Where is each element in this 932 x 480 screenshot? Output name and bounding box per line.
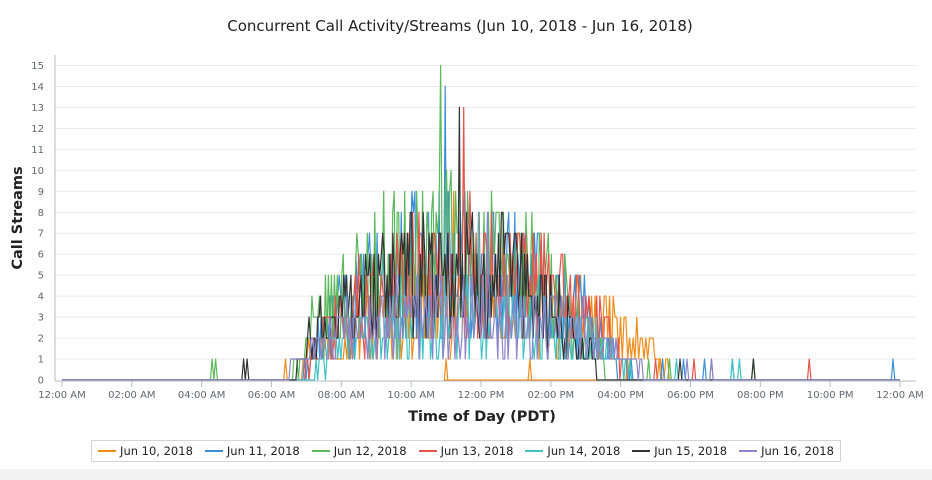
legend-item[interactable]: Jun 11, 2018 — [204, 444, 300, 458]
chart-title: Concurrent Call Activity/Streams (Jun 10… — [227, 17, 692, 35]
legend-label: Jun 16, 2018 — [761, 444, 834, 458]
y-tick-label: 1 — [38, 355, 44, 366]
x-tick-label: 02:00 AM — [108, 390, 155, 401]
y-tick-label: 0 — [38, 376, 44, 387]
x-tick-label: 10:00 PM — [807, 390, 854, 401]
legend-label: Jun 15, 2018 — [654, 444, 728, 458]
y-tick-label: 10 — [31, 166, 44, 177]
legend-item[interactable]: Jun 15, 2018 — [632, 444, 727, 458]
y-tick-label: 6 — [38, 250, 44, 261]
legend-swatch — [739, 450, 758, 452]
y-tick-label: 11 — [31, 145, 44, 156]
x-tick-label: 08:00 AM — [318, 390, 365, 401]
legend-item[interactable]: Jun 16, 2018 — [739, 444, 834, 458]
legend-swatch — [204, 450, 223, 452]
legend-label: Jun 14, 2018 — [547, 444, 621, 458]
series-line — [62, 106, 900, 381]
legend-item[interactable]: Jun 14, 2018 — [525, 444, 620, 458]
legend-item[interactable]: Jun 10, 2018 — [98, 444, 193, 458]
y-tick-label: 14 — [31, 82, 44, 93]
y-tick-label: 9 — [38, 187, 44, 198]
y-tick-label: 7 — [38, 229, 44, 240]
legend-swatch — [311, 450, 330, 452]
y-tick-label: 15 — [31, 61, 44, 72]
x-axis-ticks: 12:00 AM 02:00 AM 04:00 AM 06:00 AM 08:00 AM… — [38, 381, 924, 401]
legend-label: Jun 10, 2018 — [120, 444, 193, 458]
series-line — [62, 211, 900, 381]
legend-box: Jun 10, 2018 Jun 11, 2018 Jun 12, 2018 Jun … — [91, 440, 841, 462]
y-tick-label: 13 — [31, 103, 44, 114]
footer-band — [0, 469, 932, 480]
x-tick-label: 04:00 PM — [597, 390, 644, 401]
x-tick-label: 12:00 AM — [876, 390, 923, 401]
x-tick-label: 10:00 AM — [387, 390, 434, 401]
legend-swatch — [418, 450, 437, 452]
series-lines — [62, 64, 900, 381]
y-axis-title: Call Streams — [10, 166, 26, 269]
legend-swatch — [525, 450, 544, 452]
x-tick-label: 06:00 AM — [248, 390, 295, 401]
y-tick-label: 8 — [38, 208, 44, 219]
line-chart: Concurrent Call Activity/Streams (Jun 10… — [10, 17, 924, 425]
legend-swatch — [98, 450, 117, 452]
legend-item[interactable]: Jun 13, 2018 — [418, 444, 514, 458]
legend-label: Jun 13, 2018 — [440, 444, 514, 458]
legend-item[interactable]: Jun 12, 2018 — [311, 444, 407, 458]
legend-swatch — [632, 450, 651, 452]
y-tick-label: 3 — [38, 313, 44, 324]
x-tick-label: 04:00 AM — [178, 390, 225, 401]
y-tick-label: 2 — [38, 334, 44, 345]
x-axis-title: Time of Day (PDT) — [408, 409, 556, 425]
legend-label: Jun 11, 2018 — [226, 444, 300, 458]
x-tick-label: 02:00 PM — [528, 390, 575, 401]
y-tick-label: 4 — [38, 292, 44, 303]
legend: Jun 10, 2018 Jun 11, 2018 Jun 12, 2018 Jun … — [0, 440, 932, 462]
x-tick-label: 12:00 AM — [38, 390, 85, 401]
series-line — [62, 211, 900, 381]
y-tick-label: 5 — [38, 271, 44, 282]
legend-label: Jun 12, 2018 — [333, 444, 407, 458]
y-tick-label: 12 — [31, 124, 44, 135]
x-tick-label: 12:00 PM — [458, 390, 505, 401]
x-tick-label: 06:00 PM — [667, 390, 714, 401]
x-tick-label: 08:00 PM — [737, 390, 784, 401]
